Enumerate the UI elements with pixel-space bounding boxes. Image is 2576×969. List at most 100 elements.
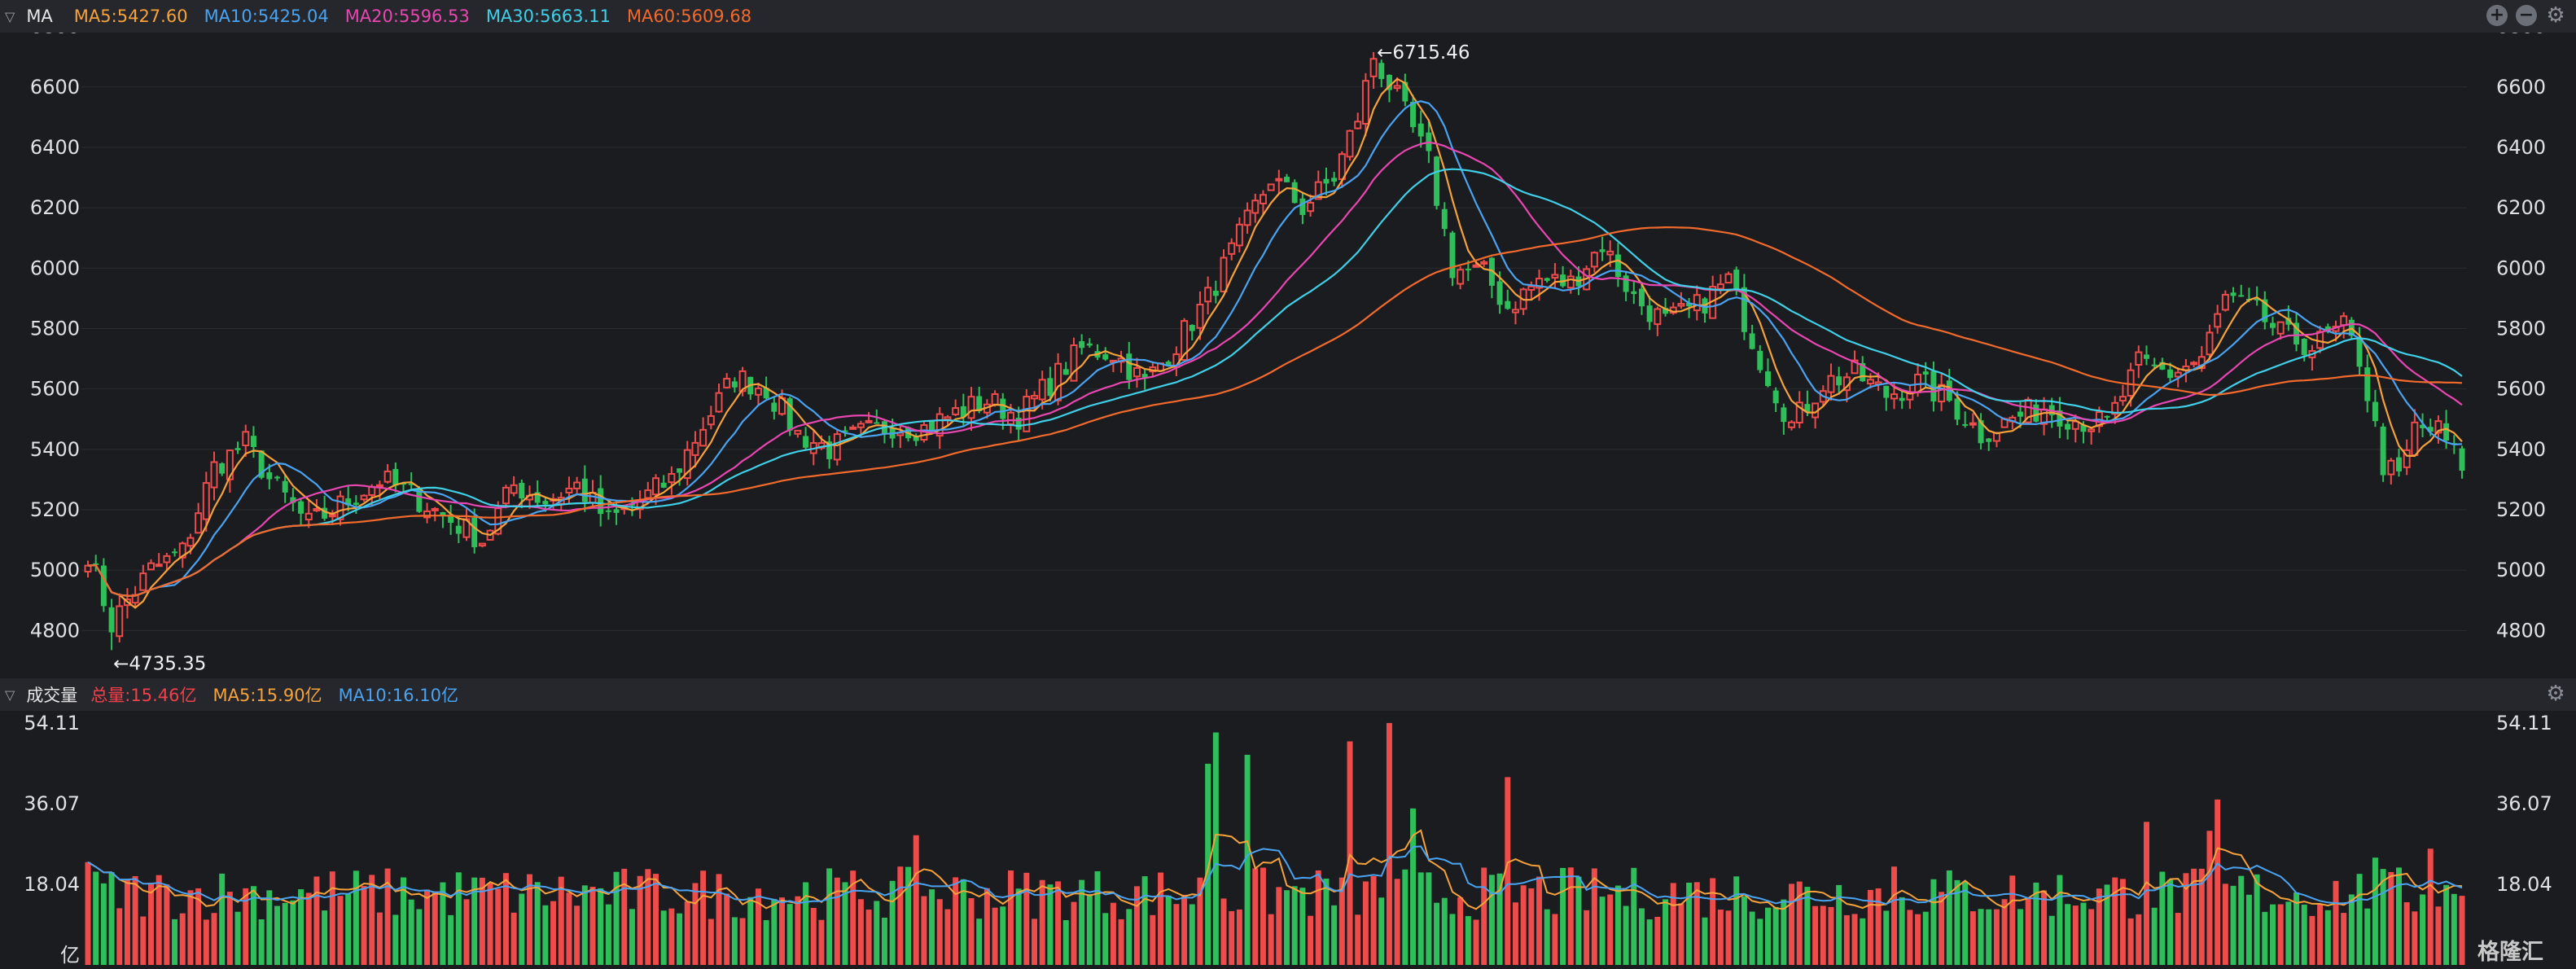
candle-body bbox=[2262, 299, 2268, 322]
candle-body bbox=[1677, 303, 1685, 307]
volume-bar bbox=[1355, 914, 1361, 965]
volume-bar bbox=[645, 869, 651, 965]
candle-body bbox=[423, 511, 432, 519]
minus-circle-icon[interactable]: − bbox=[2516, 5, 2537, 26]
volume-bar bbox=[944, 909, 951, 965]
candle-body bbox=[1480, 261, 1488, 265]
candle-body bbox=[116, 605, 124, 638]
volume-bar bbox=[550, 901, 557, 965]
volume-ma5-legend: MA5:15.90亿 bbox=[212, 686, 322, 705]
volume-bar bbox=[1993, 909, 2000, 965]
candle-body bbox=[163, 555, 171, 563]
volume-bar bbox=[1386, 722, 1392, 965]
candle-body bbox=[1314, 181, 1322, 200]
candle-body bbox=[2230, 292, 2236, 296]
volume-bar bbox=[826, 868, 833, 965]
candle-body bbox=[1323, 178, 1330, 184]
volume-bar bbox=[2206, 831, 2213, 965]
volume-bar bbox=[1962, 881, 1969, 965]
volume-bar bbox=[2427, 848, 2434, 965]
volume-title: 成交量 bbox=[26, 686, 78, 705]
candle-body bbox=[1860, 362, 1866, 382]
volume-bar bbox=[1875, 888, 1882, 965]
candle-body bbox=[2144, 354, 2149, 359]
volume-bar bbox=[1796, 881, 1803, 965]
collapse-caret-icon[interactable]: ▽ bbox=[5, 8, 15, 24]
candle-body bbox=[1054, 362, 1062, 401]
volume-bar bbox=[889, 880, 896, 965]
candle-body bbox=[2270, 322, 2276, 328]
volume-bar bbox=[510, 912, 517, 965]
candle-body bbox=[2159, 362, 2166, 370]
volume-bar bbox=[534, 882, 541, 965]
volume-bar bbox=[1686, 882, 1693, 965]
candle-body bbox=[1930, 370, 1937, 401]
volume-bar bbox=[1189, 904, 1195, 965]
volume-bar bbox=[258, 919, 265, 965]
volume-bar bbox=[810, 907, 817, 965]
candle-body bbox=[2340, 315, 2348, 327]
candle-body bbox=[2127, 369, 2135, 397]
candle-body bbox=[139, 572, 147, 591]
volume-bar bbox=[124, 879, 130, 965]
volume-bar bbox=[1126, 909, 1132, 965]
candle-body bbox=[1788, 421, 1796, 428]
candle-body bbox=[1441, 208, 1448, 230]
volume-bar bbox=[716, 874, 722, 965]
volume-bar bbox=[2001, 899, 2008, 965]
candle-body bbox=[613, 509, 620, 513]
volume-bar bbox=[653, 874, 659, 965]
volume-bar bbox=[384, 868, 391, 965]
volume-ma10-line bbox=[87, 845, 2463, 905]
volume-ma10-legend: MA10:16.10亿 bbox=[338, 686, 458, 705]
candle-body bbox=[1638, 288, 1645, 307]
volume-bar bbox=[700, 870, 707, 965]
candle-body bbox=[2174, 371, 2182, 378]
candle-body bbox=[1623, 275, 1629, 292]
ma30-legend: MA30:5663.11 bbox=[485, 7, 611, 26]
candle-body bbox=[691, 441, 699, 456]
volume-bar bbox=[1165, 895, 1172, 965]
candle-body bbox=[250, 436, 256, 447]
candle-body bbox=[1614, 254, 1621, 277]
candle-body bbox=[952, 407, 960, 415]
volume-bar bbox=[857, 899, 864, 965]
candle-body bbox=[2057, 410, 2063, 427]
gear-icon[interactable]: ⚙ bbox=[2546, 3, 2565, 28]
volume-bar bbox=[953, 877, 959, 965]
volume-bar bbox=[1567, 867, 1574, 965]
candle-body bbox=[172, 551, 178, 554]
volume-bar bbox=[1678, 903, 1684, 965]
volume-bar bbox=[1789, 884, 1795, 965]
candle-body bbox=[865, 419, 873, 423]
volume-bar bbox=[2420, 894, 2426, 965]
gear-icon[interactable]: ⚙ bbox=[2546, 682, 2565, 706]
volume-bar bbox=[1323, 878, 1330, 965]
volume-bar bbox=[2025, 898, 2031, 965]
plus-circle-icon[interactable]: + bbox=[2486, 5, 2508, 26]
volume-bar bbox=[2080, 902, 2087, 965]
candle-body bbox=[1686, 303, 1693, 307]
candle-body bbox=[1962, 423, 1969, 426]
volume-bar bbox=[416, 909, 423, 965]
candle-body bbox=[2221, 293, 2229, 311]
candle-body bbox=[1646, 305, 1653, 322]
collapse-caret-icon[interactable]: ▽ bbox=[5, 686, 15, 703]
volume-bar bbox=[132, 875, 138, 965]
volume-bar bbox=[2309, 915, 2315, 965]
y-tick-right: 6200 bbox=[2496, 196, 2546, 219]
volume-bar bbox=[2262, 911, 2268, 965]
volume-bar bbox=[1062, 919, 1069, 965]
ma20-legend: MA20:5596.53 bbox=[344, 7, 470, 26]
candle-body bbox=[723, 378, 731, 388]
volume-bar bbox=[408, 899, 414, 965]
volume-bar bbox=[376, 912, 383, 965]
candle-body bbox=[1836, 376, 1842, 386]
candle-body bbox=[510, 484, 518, 494]
volume-bar bbox=[724, 893, 730, 965]
volume-bar bbox=[1930, 879, 1937, 965]
volume-bar bbox=[2136, 914, 2142, 965]
candle-body bbox=[2316, 331, 2324, 349]
volume-bar bbox=[290, 900, 296, 965]
volume-bar bbox=[913, 835, 919, 965]
